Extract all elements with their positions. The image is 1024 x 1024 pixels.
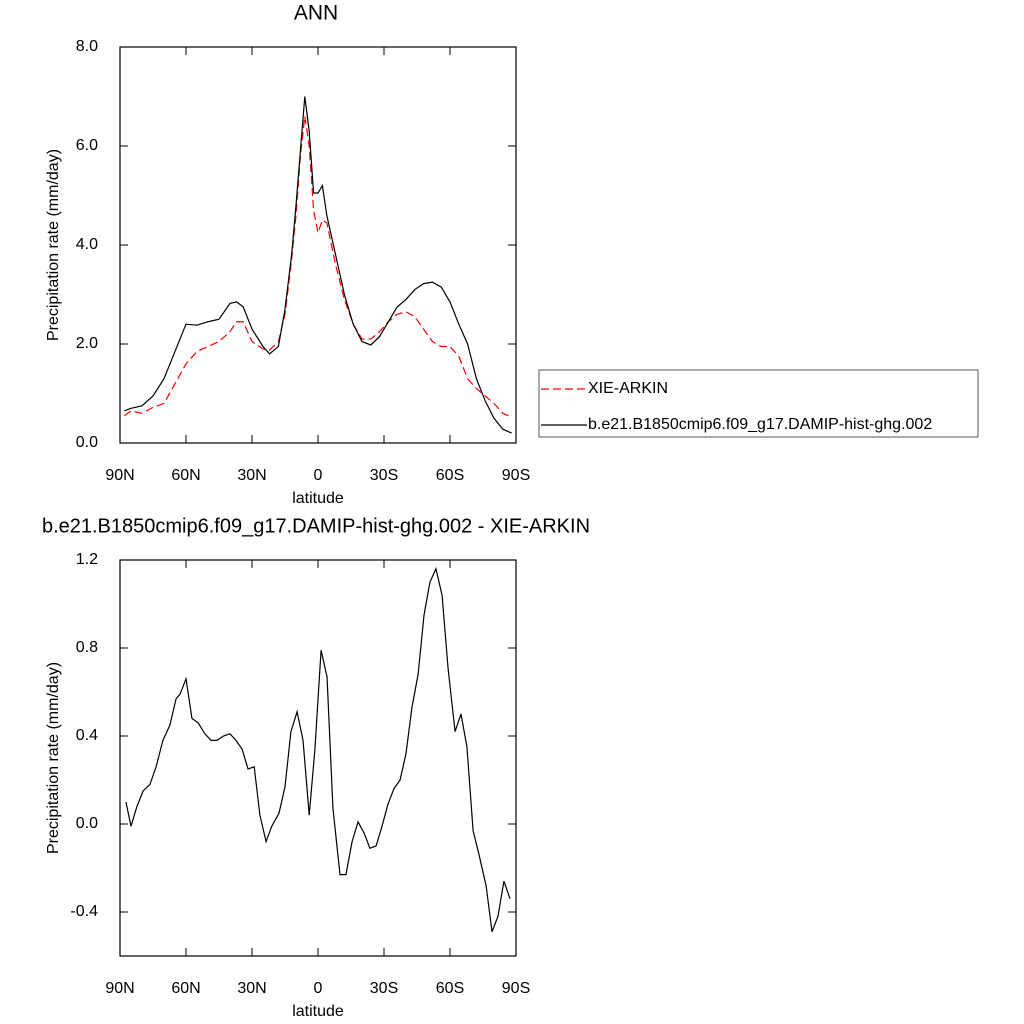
y-tick-label: 0.4 [76, 727, 98, 744]
x-tick-label: 60S [436, 467, 464, 484]
y-tick-label: 6.0 [76, 137, 98, 154]
x-axis-label: latitude [292, 490, 344, 507]
chart-title: ANN [294, 2, 338, 25]
y-tick-label: 4.0 [76, 236, 98, 253]
legend-label: XIE-ARKIN [588, 380, 668, 397]
series-line [125, 566, 511, 933]
x-tick-label: 30S [370, 980, 398, 997]
x-tick-label: 30N [237, 467, 266, 484]
x-tick-label: 0 [314, 467, 323, 484]
x-tick-label: 90N [105, 467, 134, 484]
y-tick-label: 0.0 [76, 815, 98, 832]
chart-title: b.e21.B1850cmip6.f09_g17.DAMIP-hist-ghg.… [42, 515, 590, 537]
y-tick-label: 2.0 [76, 335, 98, 352]
legend-box [538, 369, 979, 438]
x-tick-label: 90S [502, 980, 530, 997]
series-line [124, 116, 512, 418]
plot-frame [119, 46, 517, 444]
x-axis-label: latitude [292, 1003, 344, 1020]
y-tick-label: 1.2 [76, 551, 98, 568]
y-tick-label: 8.0 [76, 38, 98, 55]
x-tick-label: 30S [370, 467, 398, 484]
x-tick-label: 60N [171, 980, 200, 997]
x-tick-label: 60S [436, 980, 464, 997]
y-axis-label: Precipitation rate (mm/day) [45, 149, 62, 341]
x-tick-label: 90S [502, 467, 530, 484]
x-tick-label: 0 [314, 980, 323, 997]
plot-frame [119, 559, 517, 957]
legend-label: b.e21.B1850cmip6.f09_g17.DAMIP-hist-ghg.… [588, 416, 932, 433]
y-axis-label: Precipitation rate (mm/day) [45, 662, 62, 854]
x-tick-label: 60N [171, 467, 200, 484]
y-tick-label: 0.8 [76, 639, 98, 656]
series-line [124, 96, 512, 434]
x-tick-label: 90N [105, 980, 134, 997]
y-tick-label: -0.4 [70, 903, 98, 920]
x-tick-label: 30N [237, 980, 266, 997]
y-tick-label: 0.0 [76, 434, 98, 451]
